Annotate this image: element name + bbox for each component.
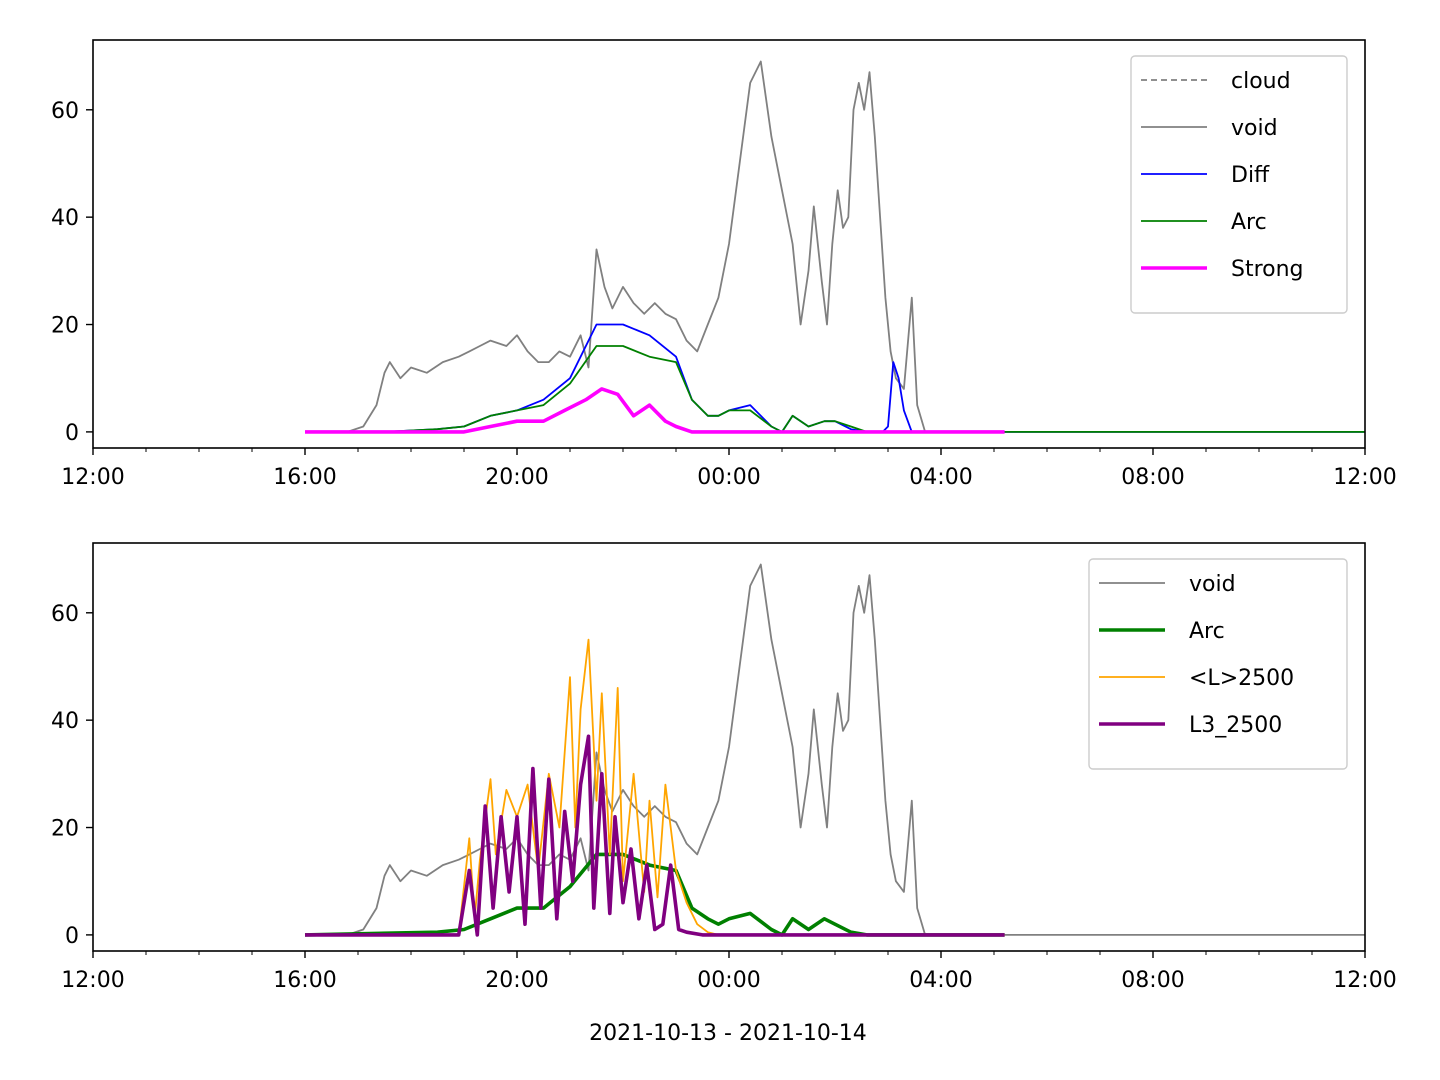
x-tick-label: 16:00 xyxy=(273,465,336,490)
series-line-l3-2500 xyxy=(305,734,1005,937)
series-line-void xyxy=(305,563,1365,936)
legend-label: Arc xyxy=(1231,210,1267,235)
x-tick-label: 12:00 xyxy=(61,465,124,490)
legend-label: L3_2500 xyxy=(1189,713,1282,738)
y-tick-label: 60 xyxy=(51,602,79,627)
bottom-chart: 0 20 40 60 12:00 16:00 20:00 00:00 04:00 08:00 12:… xyxy=(51,542,1397,993)
series-line-void xyxy=(305,60,1365,433)
series-line-diff xyxy=(305,323,1365,433)
y-tick-label: 40 xyxy=(51,206,79,231)
x-tick-label: 12:00 xyxy=(1333,465,1396,490)
series-line--l-2500 xyxy=(305,638,1005,936)
legend-label: cloud xyxy=(1231,69,1291,94)
y-tick-label: 60 xyxy=(51,99,79,124)
legend-box xyxy=(1130,55,1348,314)
y-tick-label: 0 xyxy=(65,924,79,949)
legend-label: Strong xyxy=(1231,257,1304,282)
legend-label: Diff xyxy=(1231,163,1270,188)
x-tick-label: 16:00 xyxy=(273,968,336,993)
x-tick-label: 04:00 xyxy=(909,968,972,993)
series-line-strong xyxy=(305,387,1005,434)
x-tick-label: 00:00 xyxy=(697,968,760,993)
x-tick-label: 04:00 xyxy=(909,465,972,490)
shared-x-axis-label: 2021-10-13 - 2021-10-14 xyxy=(589,1021,867,1046)
x-tick-label: 20:00 xyxy=(485,968,548,993)
legend-label: Arc xyxy=(1189,619,1225,644)
x-tick-label: 12:00 xyxy=(61,968,124,993)
y-tick-label: 40 xyxy=(51,709,79,734)
legend: void Arc <L>2500 L3_2500 xyxy=(1088,558,1348,770)
y-tick-label: 0 xyxy=(65,421,79,446)
series-line-arc xyxy=(305,345,1365,433)
legend-label: void xyxy=(1231,116,1278,141)
y-tick-label: 20 xyxy=(51,817,79,842)
legend-label: void xyxy=(1189,572,1236,597)
legend-box xyxy=(1088,558,1348,770)
legend-label: <L>2500 xyxy=(1189,666,1294,691)
x-tick-label: 08:00 xyxy=(1121,968,1184,993)
legend: cloud void Diff Arc Strong xyxy=(1130,55,1348,314)
x-tick-label: 12:00 xyxy=(1333,968,1396,993)
x-tick-label: 08:00 xyxy=(1121,465,1184,490)
top-chart: 0 20 40 60 12:00 16:00 20:00 00:00 04:00 08:00 12:… xyxy=(51,39,1397,490)
x-tick-label: 00:00 xyxy=(697,465,760,490)
y-tick-label: 20 xyxy=(51,314,79,339)
x-tick-label: 20:00 xyxy=(485,465,548,490)
